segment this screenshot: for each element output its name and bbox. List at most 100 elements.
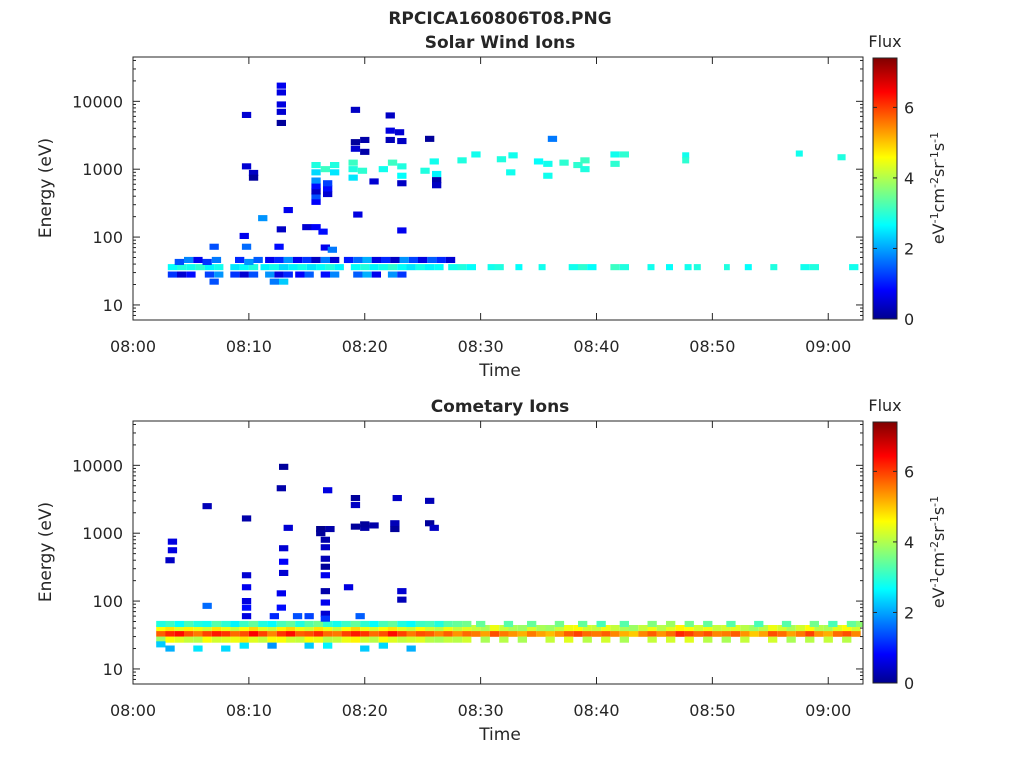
heatmap-cell: [387, 271, 398, 278]
heatmap-cell: [276, 590, 286, 597]
heatmap-cell: [248, 620, 259, 627]
heatmap-cell: [656, 625, 666, 632]
heatmap-cell: [156, 636, 166, 643]
x-tick-label: 08:10: [226, 337, 272, 356]
units-base: eV: [929, 223, 948, 244]
heatmap-cell: [156, 620, 166, 627]
heatmap-cell: [499, 636, 509, 643]
heatmap-cell: [397, 620, 407, 627]
heatmap-cell: [320, 166, 330, 173]
heatmap-cell: [330, 169, 340, 176]
heatmap-cell: [195, 264, 205, 271]
heatmap-cell: [554, 625, 565, 632]
heatmap-cell: [536, 630, 546, 637]
heatmap-cell: [325, 526, 335, 533]
heatmap-cell: [795, 625, 806, 632]
heatmap-cell: [809, 264, 819, 271]
heatmap-cell: [241, 111, 252, 118]
heatmap-cell: [693, 625, 704, 632]
heatmap-cells-solar-wind: [167, 82, 859, 285]
heatmap-cell: [209, 243, 219, 250]
heatmap-cell: [297, 264, 307, 271]
heatmap-cell: [842, 630, 852, 637]
heatmap-cell: [267, 642, 277, 649]
heatmap-cell: [647, 264, 655, 271]
heatmap-cell: [394, 129, 405, 136]
heatmap-cell: [703, 625, 713, 632]
heatmap-cell: [378, 636, 388, 643]
heatmap-cell: [320, 572, 330, 579]
heatmap-cell: [851, 625, 861, 632]
heatmap-cell: [564, 630, 574, 637]
heatmap-cell: [457, 264, 467, 271]
heatmap-cell: [276, 108, 286, 115]
heatmap-cell: [415, 636, 425, 643]
heatmap-cell: [304, 625, 314, 632]
heatmap-cell: [279, 278, 289, 285]
heatmap-cell: [276, 226, 286, 233]
y-ticks-cometary: 10 100 1000 10000: [72, 423, 863, 680]
heatmap-cell: [239, 642, 249, 649]
heatmap-cell: [350, 495, 361, 502]
heatmap-cell: [332, 630, 342, 637]
heatmap-cell: [267, 625, 277, 632]
heatmap-cell: [443, 630, 453, 637]
heatmap-cell: [543, 160, 553, 167]
heatmap-cell: [276, 625, 286, 632]
heatmap-cell: [390, 256, 400, 263]
heatmap-cell: [248, 625, 259, 632]
heatmap-cell: [448, 264, 458, 271]
heatmap-cell: [202, 602, 212, 609]
panel-title-solar-wind: Solar Wind Ions: [425, 33, 576, 53]
heatmap-cell: [415, 620, 425, 627]
heatmap-cell: [279, 558, 289, 565]
heatmap-cell: [230, 271, 240, 278]
heatmap-cell: [828, 620, 838, 627]
heatmap-cell: [318, 228, 328, 235]
heatmap-cell: [211, 630, 222, 637]
heatmap-cell: [202, 630, 212, 637]
heatmap-cell: [429, 524, 439, 531]
heatmap-cell: [856, 620, 863, 627]
heatmap-cell: [350, 523, 361, 530]
heatmap-cell: [323, 180, 333, 187]
heatmap-cell: [313, 620, 324, 627]
heatmap-cell: [221, 625, 231, 632]
heatmap-cell: [186, 271, 196, 278]
heatmap-cell: [777, 625, 787, 632]
colorbar-units-cometary: eV-1cm-2sr-1s-1: [928, 496, 949, 608]
heatmap-cell: [341, 620, 351, 627]
x-tick-label: 08:30: [458, 337, 504, 356]
heatmap-cell: [730, 625, 741, 632]
units-exponent: -1: [928, 576, 941, 587]
heatmap-cell: [385, 127, 395, 134]
heatmap-cell: [332, 625, 342, 632]
heatmap-cell: [724, 264, 730, 271]
heatmap-cell: [457, 157, 467, 164]
units-exponent: -1: [928, 515, 941, 526]
heatmap-cell: [202, 503, 212, 510]
heatmap-cell: [506, 169, 516, 176]
heatmap-cell: [647, 630, 657, 637]
heatmap-cell: [313, 636, 324, 643]
heatmap-cell: [517, 625, 527, 632]
heatmap-cell: [427, 256, 437, 263]
heatmap-cell: [311, 162, 321, 169]
heatmap-cell: [230, 620, 240, 627]
heatmap-cell: [269, 613, 279, 620]
heatmap-cell: [184, 636, 194, 643]
heatmap-cell: [610, 630, 620, 637]
heatmap-cell: [432, 170, 442, 177]
heatmap-cell: [619, 151, 629, 158]
heatmap-cell: [320, 555, 330, 562]
heatmap-cell: [276, 604, 286, 611]
heatmap-cell: [666, 630, 676, 637]
heatmap-cell: [241, 572, 252, 579]
heatmap-cell: [276, 620, 286, 627]
heatmap-cell: [591, 630, 602, 637]
heatmap-cell: [406, 620, 416, 627]
heatmap-cell: [316, 530, 326, 537]
units-exponent: -1: [928, 212, 941, 223]
heatmap-cell: [703, 620, 713, 627]
heatmap-cell: [283, 524, 293, 531]
